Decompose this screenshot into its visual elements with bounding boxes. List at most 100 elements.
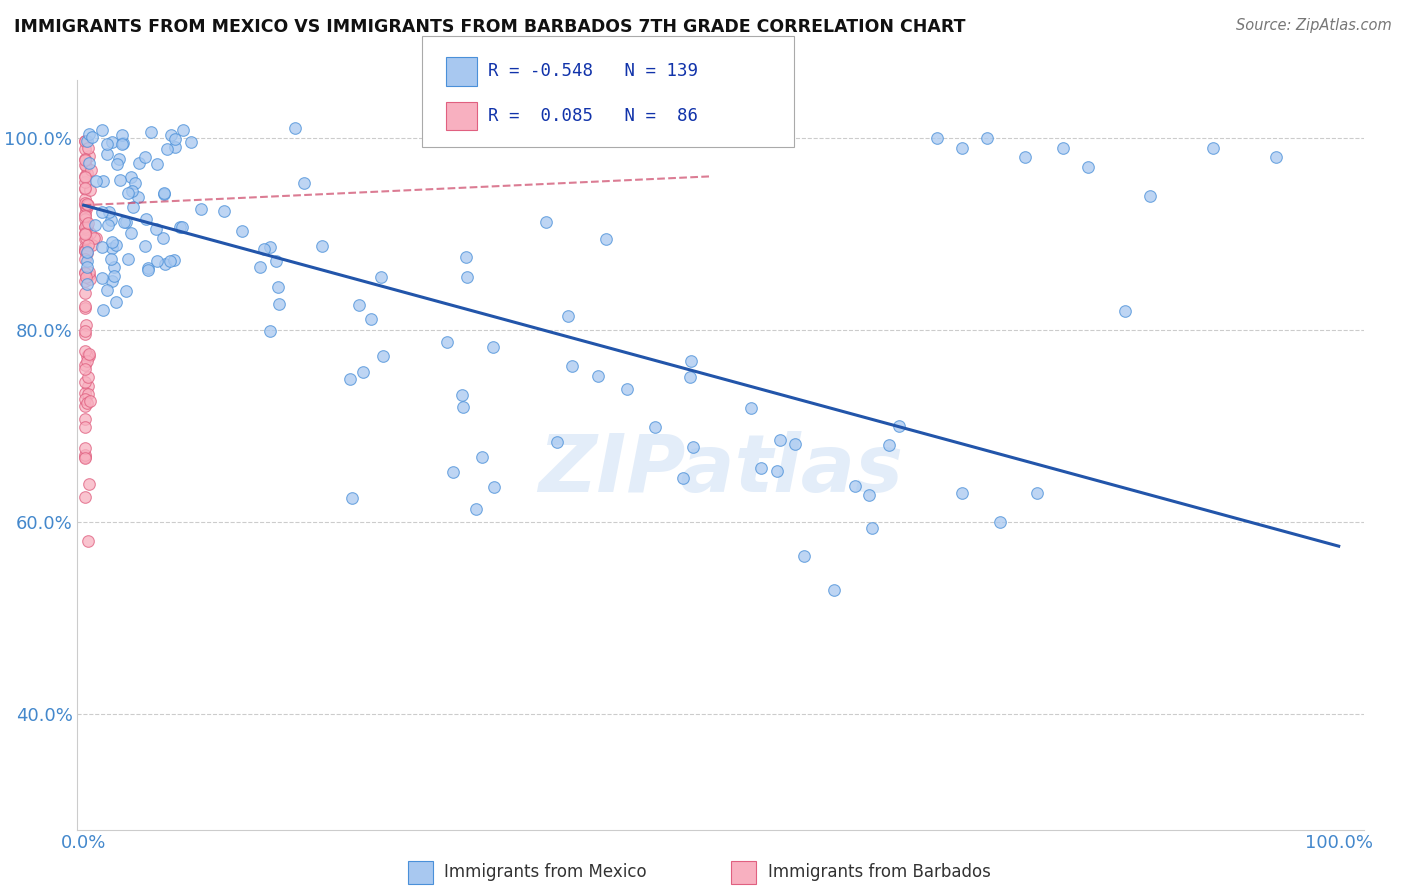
Point — [73, 419, 96, 434]
Point — [128, 156, 150, 170]
Point — [73, 152, 96, 166]
Point — [75, 198, 97, 212]
Point — [889, 419, 911, 434]
Point — [91, 239, 114, 253]
Point — [73, 227, 96, 241]
Point — [170, 220, 193, 235]
Point — [925, 131, 948, 145]
Point — [879, 438, 901, 452]
Point — [136, 263, 159, 277]
Point — [159, 253, 181, 268]
Point — [292, 176, 315, 190]
Point — [121, 184, 143, 198]
Point — [83, 230, 105, 244]
Point — [454, 250, 477, 264]
Point — [73, 326, 96, 341]
Point — [73, 301, 96, 316]
Point — [96, 147, 118, 161]
Point — [561, 359, 583, 373]
Point — [73, 134, 96, 148]
Point — [163, 131, 186, 145]
Point — [595, 232, 617, 246]
Point — [77, 268, 100, 282]
Point — [73, 450, 96, 465]
Point — [482, 480, 505, 494]
Point — [976, 131, 998, 145]
Point — [1139, 188, 1161, 202]
Point — [134, 151, 156, 165]
Point — [793, 549, 815, 563]
Point — [101, 241, 124, 255]
Point — [84, 174, 107, 188]
Point — [769, 434, 792, 448]
Text: Immigrants from Barbados: Immigrants from Barbados — [768, 863, 991, 881]
Point — [100, 252, 122, 267]
Point — [73, 142, 96, 156]
Point — [73, 220, 96, 235]
Point — [79, 476, 101, 491]
Point — [153, 257, 176, 271]
Point — [77, 349, 100, 363]
Point — [73, 220, 96, 235]
Point — [79, 182, 101, 196]
Point — [77, 198, 100, 212]
Point — [311, 239, 333, 253]
Point — [73, 232, 96, 246]
Text: IMMIGRANTS FROM MEXICO VS IMMIGRANTS FROM BARBADOS 7TH GRADE CORRELATION CHART: IMMIGRANTS FROM MEXICO VS IMMIGRANTS FRO… — [14, 18, 966, 36]
Point — [103, 260, 125, 275]
Point — [135, 212, 157, 227]
Point — [77, 347, 100, 361]
Point — [122, 200, 145, 214]
Point — [79, 393, 101, 408]
Point — [73, 490, 96, 504]
Point — [73, 299, 96, 313]
Point — [108, 152, 131, 166]
Point — [91, 123, 114, 137]
Point — [950, 140, 973, 154]
Point — [76, 216, 98, 230]
Point — [75, 441, 97, 455]
Text: Source: ZipAtlas.com: Source: ZipAtlas.com — [1236, 18, 1392, 33]
Point — [80, 163, 103, 178]
Point — [163, 253, 186, 268]
Point — [76, 246, 98, 260]
Point — [100, 213, 122, 227]
Point — [73, 207, 96, 221]
Point — [858, 488, 880, 502]
Point — [740, 401, 762, 415]
Point — [77, 127, 100, 141]
Point — [73, 252, 96, 267]
Point — [644, 420, 666, 434]
Point — [101, 135, 124, 149]
Point — [73, 285, 96, 300]
Point — [104, 238, 127, 252]
Point — [266, 280, 288, 294]
Point — [160, 128, 183, 142]
Point — [91, 205, 114, 219]
Point — [76, 260, 98, 274]
Point — [111, 136, 134, 151]
Point — [73, 274, 96, 288]
Point — [105, 294, 128, 309]
Text: Immigrants from Mexico: Immigrants from Mexico — [444, 863, 647, 881]
Point — [76, 219, 98, 233]
Point — [156, 142, 179, 156]
Point — [75, 269, 97, 284]
Point — [75, 392, 97, 406]
Point — [557, 310, 579, 324]
Point — [76, 134, 98, 148]
Point — [97, 205, 120, 219]
Point — [84, 231, 107, 245]
Point — [75, 159, 97, 173]
Point — [823, 583, 845, 598]
Point — [127, 189, 149, 203]
Point — [73, 175, 96, 189]
Point — [73, 244, 96, 258]
Point — [93, 174, 115, 188]
Point — [465, 502, 488, 516]
Point — [73, 134, 96, 148]
Point — [120, 227, 142, 241]
Point — [108, 173, 131, 187]
Point — [73, 450, 96, 464]
Point — [765, 464, 787, 478]
